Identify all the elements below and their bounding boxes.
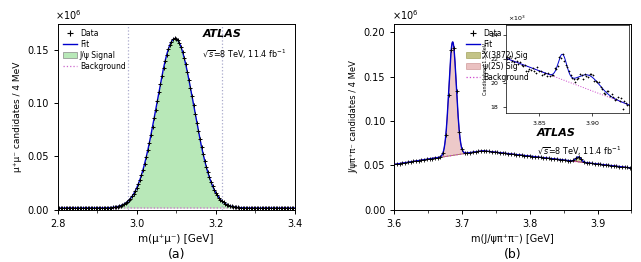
- Y-axis label: μ⁺μ⁻ candidates / 4 MeV: μ⁺μ⁻ candidates / 4 MeV: [13, 61, 22, 172]
- Text: $\times 10^6$: $\times 10^6$: [392, 8, 419, 22]
- X-axis label: m(J/ψπ⁺π⁻) [GeV]: m(J/ψπ⁺π⁻) [GeV]: [472, 234, 554, 244]
- Text: ATLAS: ATLAS: [203, 29, 241, 39]
- Text: $\sqrt{s}$=8 TeV, 11.4 fb$^{-1}$: $\sqrt{s}$=8 TeV, 11.4 fb$^{-1}$: [537, 145, 620, 158]
- Legend: Data, Fit, J/ψ Signal, Background: Data, Fit, J/ψ Signal, Background: [62, 28, 127, 72]
- Text: (a): (a): [167, 248, 185, 261]
- Text: $\sqrt{s}$=8 TeV, 11.4 fb$^{-1}$: $\sqrt{s}$=8 TeV, 11.4 fb$^{-1}$: [203, 48, 287, 61]
- Text: ATLAS: ATLAS: [537, 128, 576, 138]
- Text: (b): (b): [504, 248, 522, 261]
- Y-axis label: J/ψπ⁺π⁻ candidates / 4 MeV: J/ψπ⁺π⁻ candidates / 4 MeV: [349, 60, 358, 173]
- X-axis label: m(μ⁺μ⁻) [GeV]: m(μ⁺μ⁻) [GeV]: [138, 234, 214, 244]
- Text: $\times 10^6$: $\times 10^6$: [55, 8, 82, 22]
- Legend: Data, Fit, X(3872) Sig, ψ(2S) Sig, Background: Data, Fit, X(3872) Sig, ψ(2S) Sig, Backg…: [465, 28, 530, 83]
